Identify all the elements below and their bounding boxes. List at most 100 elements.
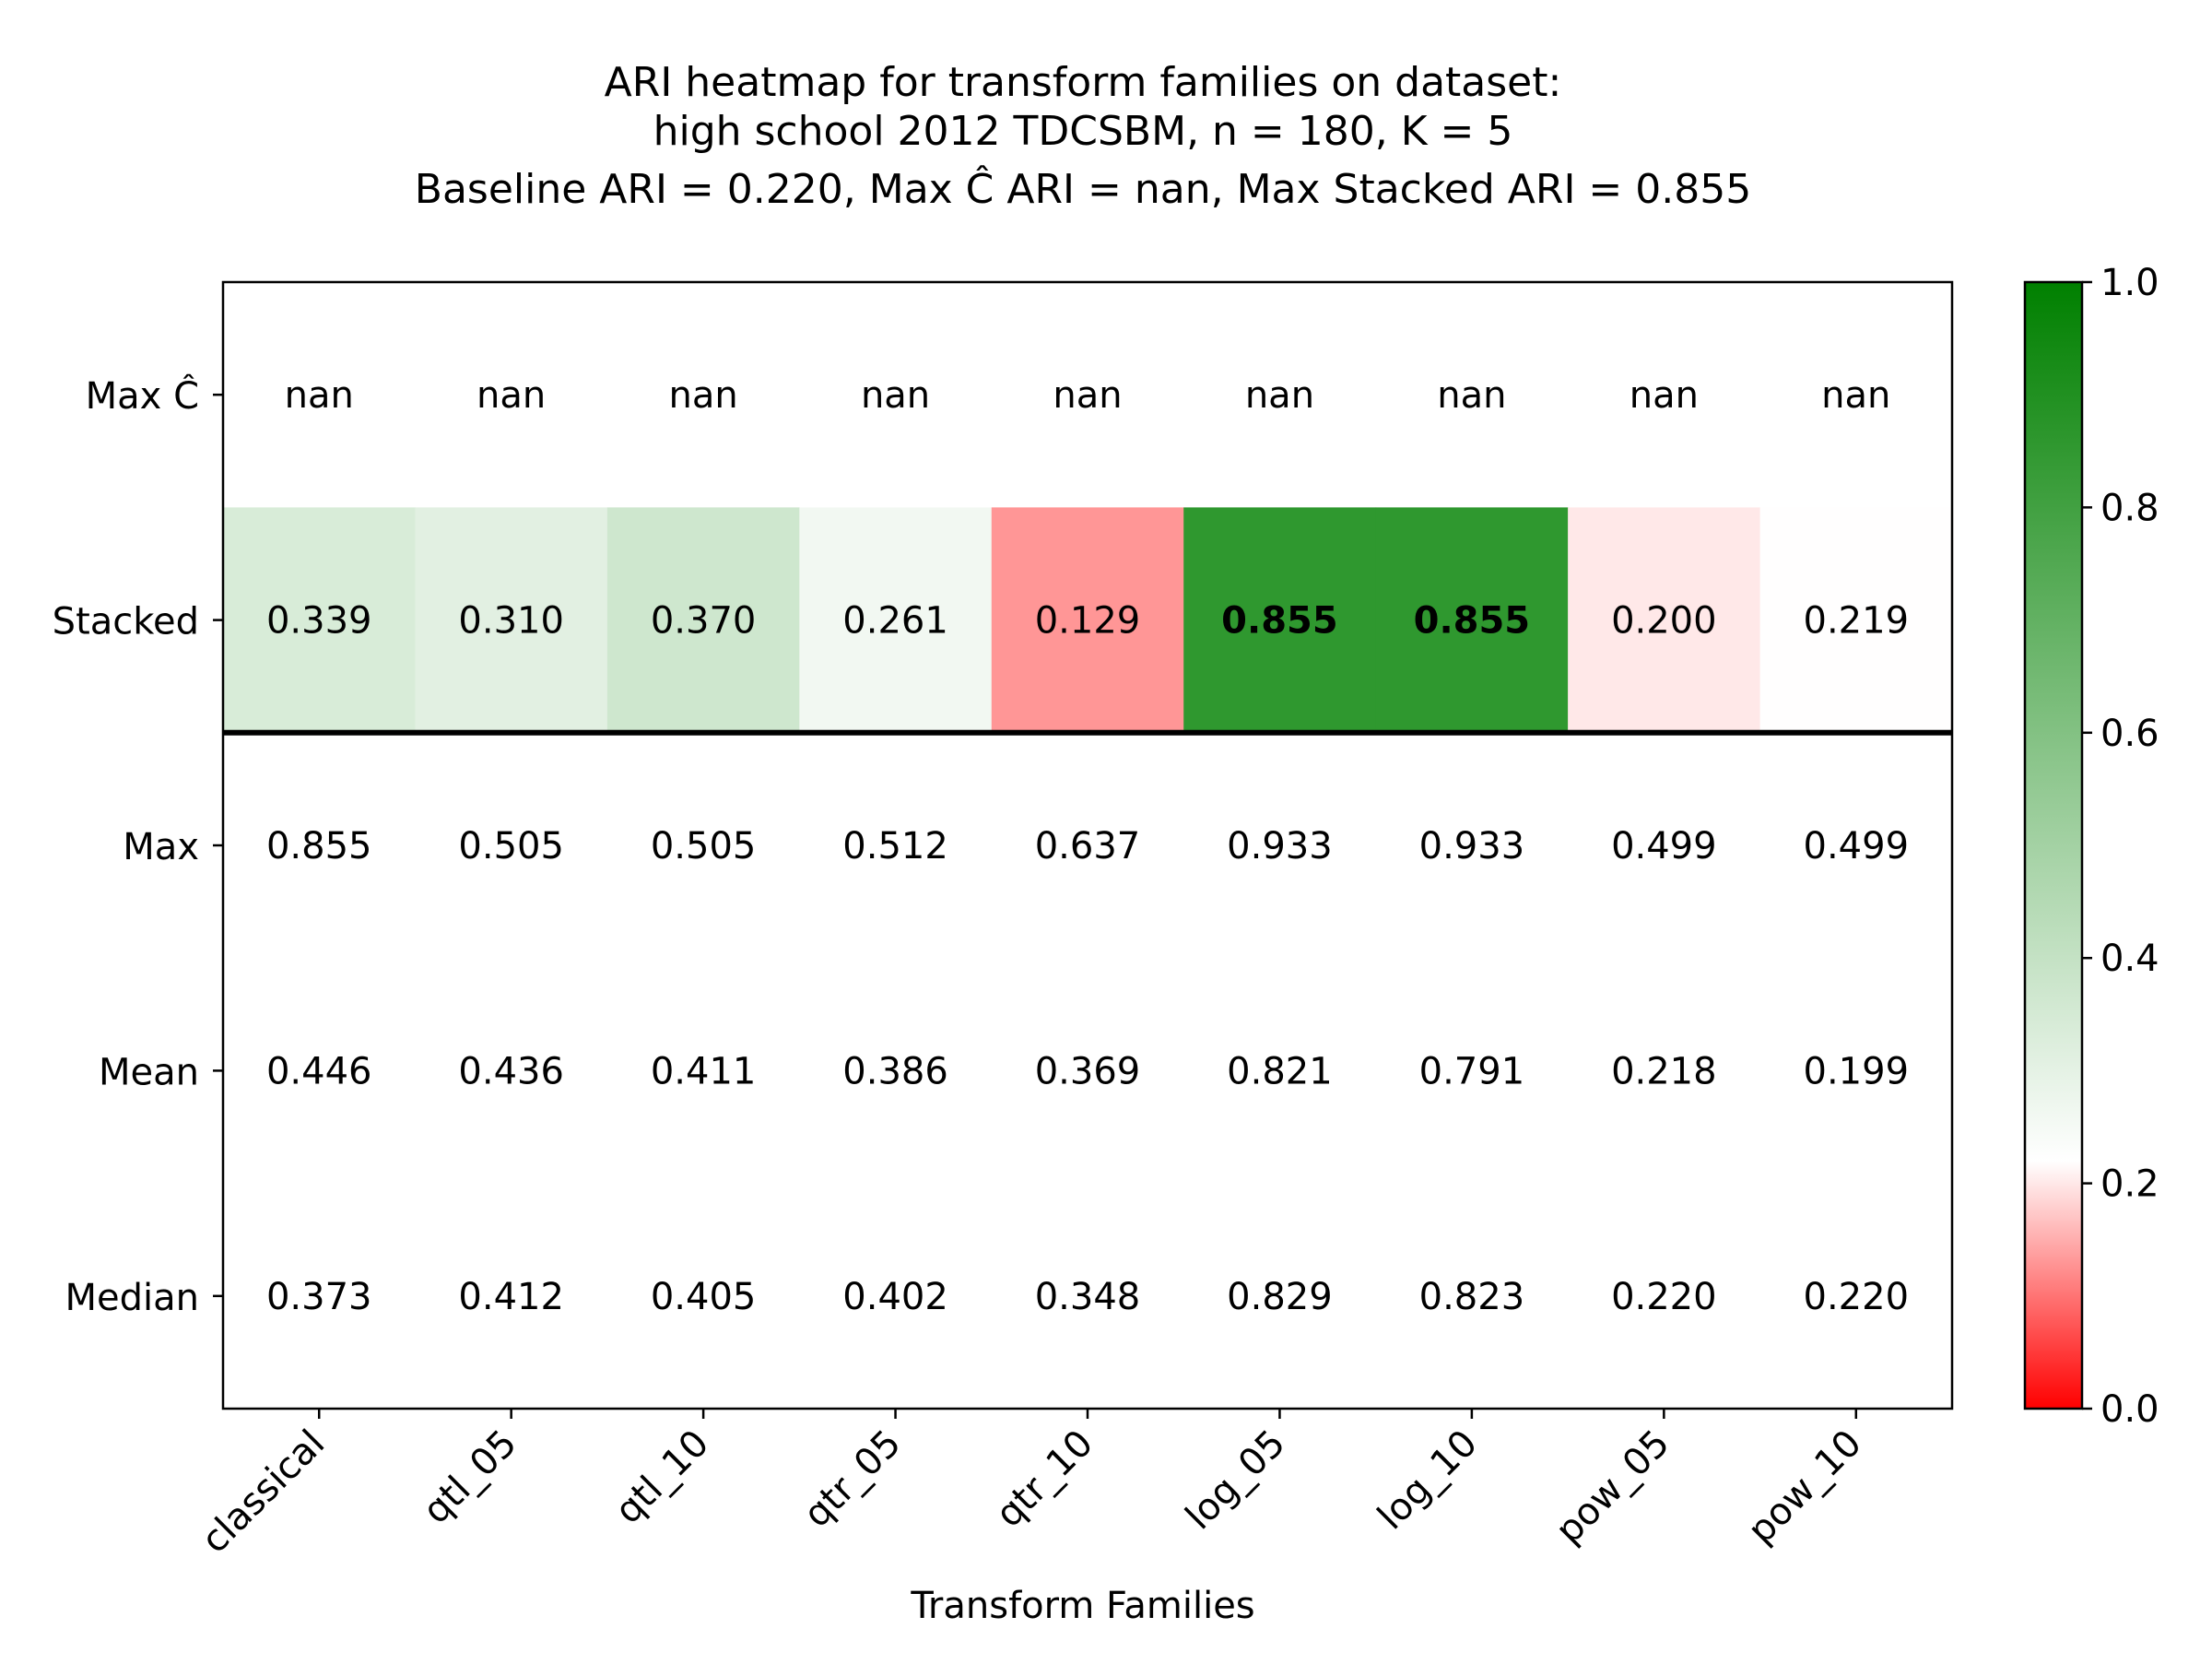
heatmap-cell (1759, 732, 1953, 959)
cell-value-label: nan (1245, 374, 1314, 417)
colorbar-tick-label: 0.2 (2100, 1163, 2159, 1206)
cell-value-label: 0.402 (842, 1276, 948, 1318)
heatmap-cell (1759, 507, 1953, 734)
x-axis-label: Transform Families (910, 1585, 1254, 1627)
cell-value-label: 0.220 (1611, 1276, 1717, 1318)
chart-title-line-2: high school 2012 TDCSBM, n = 180, K = 5 (653, 108, 1513, 155)
heatmap-cell (606, 507, 800, 734)
colorbar: 0.0 0.2 0.4 0.6 0.8 1.0 (2023, 262, 2159, 1431)
y-tick-label: Max Ĉ (86, 373, 199, 418)
cell-value-label: nan (1437, 374, 1506, 417)
heatmap-cell (1183, 958, 1377, 1185)
heatmap-cells (223, 282, 1953, 1410)
colorbar-tick-label: 0.4 (2100, 938, 2159, 980)
colorbar-tick-label: 1.0 (2100, 262, 2159, 304)
cell-value-label: 0.199 (1804, 1050, 1910, 1092)
heatmap-cell (799, 282, 993, 508)
heatmap-cell (1375, 1183, 1569, 1410)
chart-title-line-1: ARI heatmap for transform families on da… (605, 59, 1562, 106)
cell-value-label: 0.339 (266, 600, 372, 643)
cell-value-label: 0.446 (266, 1050, 372, 1092)
heatmap-cell (415, 732, 608, 959)
heatmap-cell (1759, 282, 1953, 508)
colorbar-tick-label: 0.6 (2100, 713, 2159, 755)
cell-value-label: 0.436 (458, 1050, 564, 1092)
cell-value-label: nan (285, 374, 354, 417)
chart-title-line-3: Baseline ARI = 0.220, Max Ĉ ARI = nan, M… (415, 164, 1751, 213)
cell-value-label: nan (1053, 374, 1122, 417)
heatmap-cell (991, 732, 1184, 959)
cell-value-label: 0.369 (1035, 1050, 1141, 1092)
x-tick-label: classical (194, 1422, 333, 1562)
heatmap-cell (799, 507, 993, 734)
cell-value-label: 0.855 (1414, 600, 1531, 643)
x-tick-label: log_10 (1370, 1422, 1486, 1539)
heatmap-cell (1375, 732, 1569, 959)
colorbar-gradient (2023, 280, 2084, 1410)
x-tick-label: pow_10 (1740, 1422, 1870, 1552)
y-axis: Max Ĉ Stacked Max Mean Median (53, 373, 223, 1319)
cell-value-label: 0.220 (1804, 1276, 1910, 1318)
cell-value-label: 0.261 (842, 600, 948, 643)
cell-value-label: 0.855 (1221, 600, 1338, 643)
cell-value-label: 0.855 (266, 825, 372, 867)
cell-value-label: nan (477, 374, 546, 417)
cell-value-label: 0.310 (458, 600, 564, 643)
heatmap-cell (223, 1183, 416, 1410)
x-tick-label: qtr_05 (795, 1422, 909, 1536)
cell-value-label: 0.933 (1419, 825, 1525, 867)
heatmap-cell (1568, 282, 1761, 508)
heatmap-cell (1375, 958, 1569, 1185)
cell-value-label: 0.933 (1227, 825, 1333, 867)
heatmap-cell (1375, 507, 1569, 734)
heatmap-cell (415, 958, 608, 1185)
x-axis: classical qtl_05 qtl_10 qtr_05 qtr_10 log_05 l… (194, 1409, 1870, 1562)
cell-value-label: 0.411 (651, 1050, 757, 1092)
cell-value-label: 0.370 (651, 600, 757, 643)
heatmap-cell (223, 958, 416, 1185)
cell-value-label: 0.129 (1035, 600, 1141, 643)
heatmap-cell (1568, 507, 1761, 734)
heatmap-cell (415, 282, 608, 508)
heatmap-cell (606, 958, 800, 1185)
cell-value-label: 0.348 (1035, 1276, 1141, 1318)
y-tick-label: Median (65, 1277, 200, 1319)
chart-title: ARI heatmap for transform families on da… (415, 59, 1751, 213)
y-tick-label: Max (123, 826, 199, 868)
x-tick-label: log_05 (1178, 1422, 1294, 1539)
heatmap-cell (606, 282, 800, 508)
cell-value-label: 0.821 (1227, 1050, 1333, 1092)
heatmap-cell (1568, 958, 1761, 1185)
y-tick-label: Mean (99, 1051, 199, 1093)
heatmap-cell (1183, 732, 1377, 959)
heatmap-cell (799, 958, 993, 1185)
y-tick-label: Stacked (53, 601, 199, 643)
heatmap-cell (799, 732, 993, 959)
x-tick-label: qtl_10 (607, 1422, 718, 1533)
heatmap-cell (606, 1183, 800, 1410)
cell-value-label: 0.505 (651, 825, 757, 867)
heatmap-cell (415, 1183, 608, 1410)
cell-value-label: nan (861, 374, 930, 417)
colorbar-tick-label: 0.0 (2100, 1388, 2159, 1431)
heatmap-cell (1568, 1183, 1761, 1410)
heatmap-cell (606, 732, 800, 959)
cell-value-label: nan (1821, 374, 1890, 417)
cell-value-label: nan (669, 374, 738, 417)
colorbar-tick-label: 0.8 (2100, 487, 2159, 529)
heatmap-cell (1183, 282, 1377, 508)
heatmap-cell (991, 507, 1184, 734)
heatmap-cell (991, 958, 1184, 1185)
x-tick-label: pow_05 (1547, 1422, 1677, 1552)
x-tick-label: qtl_05 (415, 1422, 525, 1533)
heatmap-cell (1183, 507, 1377, 734)
cell-value-label: 0.386 (842, 1050, 948, 1092)
cell-value-label: nan (1630, 374, 1699, 417)
heatmap-cell (223, 507, 416, 734)
cell-value-label: 0.405 (651, 1276, 757, 1318)
cell-value-labels: nan nan nan nan nan nan nan nan nan 0.339 0.310 0.3… (266, 374, 1909, 1318)
cell-value-label: 0.823 (1419, 1276, 1525, 1318)
cell-value-label: 0.512 (842, 825, 948, 867)
